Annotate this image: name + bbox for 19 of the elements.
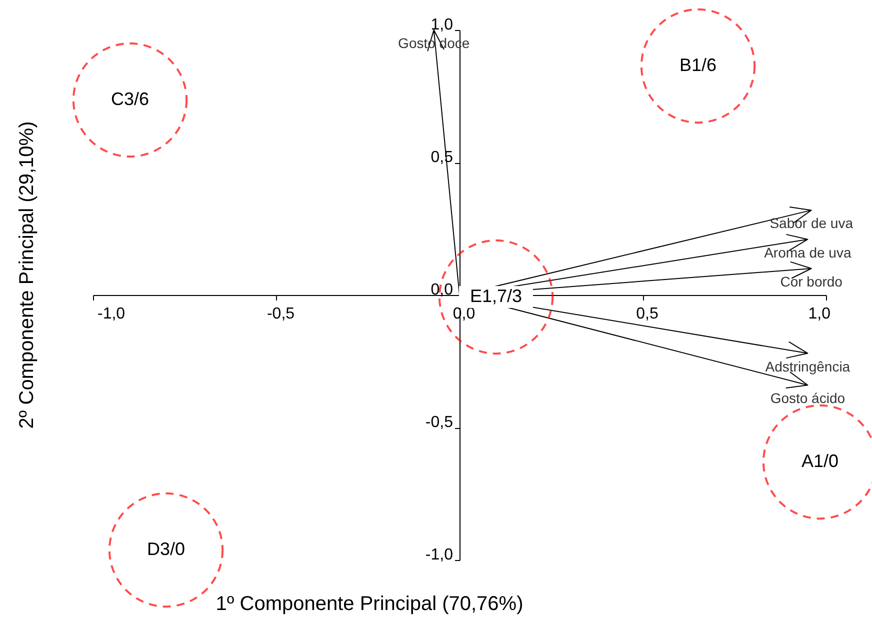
x-tick-label: 1,0 [808,306,831,322]
x-tick-label: 0,5 [636,306,658,322]
legend-label: Gosto ácido [770,390,846,406]
x-axis-title: 1º Componente Principal (70,76%) [216,593,524,615]
x-tick-label: -0,5 [266,306,295,322]
series-label: Aroma de uva [764,244,852,260]
legend-label: Adstringência [765,358,850,374]
annotation: E1,7/3 [470,286,522,306]
y-tick-label: -0,5 [425,414,454,431]
series-label: Sabor de uva [770,215,854,232]
annotation: A1/0 [801,451,839,471]
y-axis-title: 2º Componente Principal (29,10%) [16,121,38,429]
annotation: B1/6 [679,55,717,75]
y-tick-label: 1,0 [430,16,454,34]
legend-label: Cor bordo [780,274,843,290]
annotation: D3/0 [146,539,186,559]
y-tick-label: -1,0 [425,546,454,564]
x-tick-label: -1,0 [98,306,126,322]
annotation: C3/6 [110,89,150,109]
